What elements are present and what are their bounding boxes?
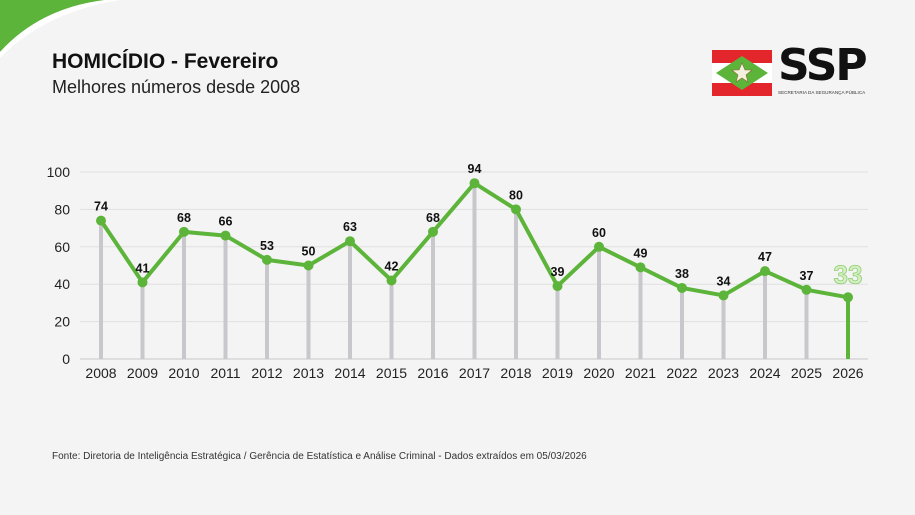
source-note: Fonte: Diretoria de Inteligência Estraté…: [52, 451, 587, 462]
x-tick-label: 2013: [293, 365, 324, 381]
x-tick-label: 2025: [791, 365, 822, 381]
data-label: 39: [551, 265, 565, 279]
data-point: [635, 262, 646, 273]
data-label: 42: [385, 259, 399, 273]
santa-catarina-flag-icon: [712, 50, 772, 96]
x-tick-label: 2021: [625, 365, 656, 381]
data-point: [677, 282, 687, 293]
ssp-logo: SSP SECRETARIA DA SEGURANÇA PÚBLICA: [712, 44, 882, 102]
data-label: 49: [634, 246, 648, 260]
page-title: HOMICÍDIO - Fevereiro: [52, 50, 279, 73]
logo-text: SSP: [778, 40, 868, 91]
x-tick-label: 2015: [376, 365, 407, 381]
x-tick-label: 2009: [127, 365, 158, 381]
data-label: 68: [177, 211, 191, 225]
x-tick-label: 2011: [210, 365, 240, 381]
x-tick-label: 2018: [500, 365, 531, 381]
x-tick-label: 2012: [251, 365, 282, 381]
y-tick-label: 20: [54, 314, 70, 330]
data-point: [552, 281, 563, 292]
data-point: [511, 204, 521, 215]
data-label: 53: [260, 239, 274, 253]
x-tick-label: 2023: [708, 365, 739, 381]
data-point: [262, 254, 272, 265]
data-label: 63: [343, 220, 357, 234]
data-label: 66: [219, 215, 233, 229]
data-label: 50: [302, 245, 316, 259]
data-label: 80: [509, 188, 523, 202]
x-tick-label: 2010: [168, 365, 199, 381]
data-point: [428, 226, 438, 237]
data-point: [345, 236, 355, 247]
data-point: [469, 178, 480, 189]
data-point: [303, 260, 314, 271]
data-label: 60: [592, 226, 606, 240]
data-point: [386, 275, 397, 286]
x-tick-label: 2020: [583, 365, 614, 381]
x-tick-label: 2026: [832, 365, 863, 381]
x-tick-label: 2014: [334, 365, 365, 381]
page-subtitle: Melhores números desde 2008: [52, 77, 301, 97]
data-label: 94: [468, 162, 482, 176]
decorative-swoosh: [0, 0, 120, 58]
y-tick-label: 60: [54, 239, 70, 255]
x-tick-label: 2017: [459, 365, 490, 381]
data-point: [96, 215, 106, 226]
x-tick-label: 2019: [542, 365, 573, 381]
y-tick-label: 100: [47, 164, 71, 180]
x-tick-label: 2016: [417, 365, 448, 381]
logo-subtext: SECRETARIA DA SEGURANÇA PÚBLICA: [778, 90, 866, 95]
data-label: 34: [717, 274, 731, 288]
y-tick-label: 0: [62, 351, 70, 367]
data-point: [220, 230, 231, 241]
data-label: 37: [800, 269, 814, 283]
data-point: [137, 277, 148, 288]
data-label: 41: [136, 261, 150, 275]
data-label: 38: [675, 267, 689, 281]
data-point: [594, 241, 604, 252]
data-point: [718, 290, 729, 301]
data-point: [179, 226, 189, 237]
highlight-data-label: 33: [834, 259, 863, 289]
y-tick-label: 80: [54, 201, 70, 217]
y-tick-label: 40: [54, 276, 70, 292]
data-label: 74: [94, 200, 108, 214]
data-label: 47: [758, 250, 772, 264]
data-label: 68: [426, 211, 440, 225]
x-tick-label: 2022: [666, 365, 697, 381]
x-tick-label: 2008: [85, 365, 116, 381]
x-tick-label: 2024: [749, 365, 780, 381]
data-point: [760, 266, 770, 277]
data-point: [801, 284, 812, 295]
data-point: [843, 292, 853, 303]
